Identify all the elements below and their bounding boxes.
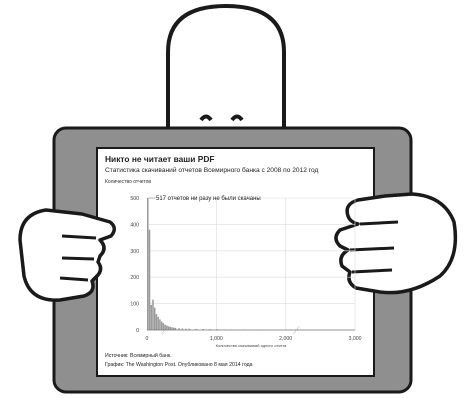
histogram-bar — [169, 326, 172, 330]
y-tick-label: 200 — [130, 275, 139, 281]
x-tick-label: 1,000 — [210, 336, 223, 342]
x-axis-label: Количество скачиваний одного отчета — [216, 343, 288, 348]
y-tick-label: 0 — [136, 328, 139, 334]
histogram-bar — [152, 299, 154, 330]
histogram-bar — [157, 316, 159, 330]
right-finger-line-1 — [359, 220, 399, 226]
histogram-bar — [147, 198, 149, 330]
y-axis-label: Количество отчетов — [105, 179, 152, 185]
x-tick-label: 3,000 — [349, 336, 362, 342]
y-tick-label: 100 — [130, 302, 139, 308]
histogram-bar — [173, 327, 175, 330]
right-finger-line-3 — [351, 268, 393, 274]
chart-title: Никто не читает ваши PDF — [105, 154, 215, 164]
left-finger-line-3 — [59, 276, 89, 282]
histogram-plot: 0 100 200 300 400 500 0 1,000 2,000 3,000 517 отче… — [130, 196, 362, 348]
left-finger-line-1 — [61, 234, 97, 240]
histogram-bar — [150, 304, 152, 330]
histogram-bar — [185, 328, 187, 330]
histogram-bar — [178, 328, 180, 330]
annotation-text: 517 отчетов ни разу не были скачаны — [156, 196, 261, 202]
histogram-bar — [159, 319, 161, 330]
y-tick-label: 300 — [130, 249, 139, 255]
histogram-bar — [188, 328, 191, 330]
histogram-bar — [171, 327, 173, 330]
histogram-bar — [202, 328, 204, 330]
histogram-bar — [164, 324, 166, 330]
histogram-bar — [195, 328, 198, 330]
chart-credit: График: The Washington Post. Опубликован… — [105, 362, 253, 368]
chart-card: Никто не читает ваши PDF Статистика скач… — [97, 148, 374, 376]
histogram-bar — [174, 327, 177, 330]
left-finger-line-2 — [61, 256, 95, 261]
histogram-bar — [160, 321, 163, 330]
histogram-bar — [153, 307, 156, 330]
histogram-bar — [167, 326, 170, 330]
chart-subtitle: Статистика скачиваний отчетов Всемирного… — [105, 167, 319, 174]
right-finger-line-2 — [349, 246, 395, 252]
character-body — [166, 3, 286, 138]
x-tick-label: 0 — [146, 336, 149, 342]
chart-source: Источник: Всемирный банк. — [105, 353, 172, 359]
histogram-bar — [181, 328, 184, 330]
histogram-bar — [148, 229, 151, 330]
histogram-bar — [162, 323, 165, 330]
right-hand — [334, 192, 458, 295]
x-tick-label: 2,000 — [279, 336, 292, 342]
y-tick-label: 400 — [130, 222, 139, 228]
histogram-bar — [166, 325, 168, 330]
right-eye — [230, 114, 244, 122]
left-hand — [18, 208, 116, 302]
histogram-bar — [155, 314, 158, 330]
left-eye — [199, 114, 213, 122]
y-tick-label: 500 — [130, 196, 139, 202]
